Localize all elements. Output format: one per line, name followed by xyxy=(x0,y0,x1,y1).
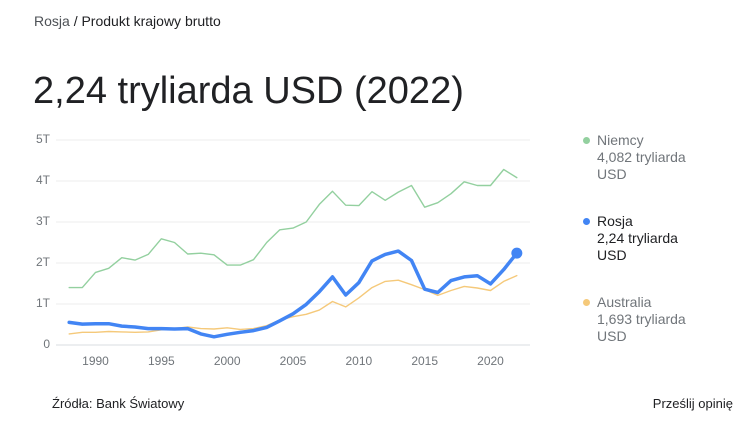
x-tick-label: 2010 xyxy=(345,354,372,368)
y-tick-label: 2T xyxy=(36,255,51,269)
y-tick-label: 3T xyxy=(36,214,51,228)
legend-name: Niemcy xyxy=(597,132,644,148)
chart-title: 2,24 tryliarda USD (2022) xyxy=(33,70,464,112)
endpoint-marker xyxy=(511,247,523,259)
x-tick-label: 2000 xyxy=(214,354,241,368)
x-tick-label: 2015 xyxy=(411,354,438,368)
y-tick-label: 1T xyxy=(36,296,51,310)
y-tick-label: 5T xyxy=(36,132,51,146)
feedback-link[interactable]: Prześlij opinię xyxy=(652,396,733,411)
legend-value: 4,082 tryliarda USD xyxy=(597,149,686,182)
x-tick-label: 2005 xyxy=(280,354,307,368)
legend-item[interactable]: Rosja 2,24 tryliarda USD xyxy=(583,213,713,294)
legend-swatch xyxy=(583,137,590,144)
legend-value: 2,24 tryliarda USD xyxy=(597,230,678,263)
x-tick-label: 1990 xyxy=(82,354,109,368)
legend-value: 1,693 tryliarda USD xyxy=(597,311,686,344)
legend-name: Rosja xyxy=(597,213,633,229)
y-tick-label: 0 xyxy=(43,337,50,351)
series-line xyxy=(68,168,518,289)
x-tick-label: 2020 xyxy=(477,354,504,368)
source: Źródła: Bank Światowy xyxy=(52,396,185,411)
breadcrumb-topic: Produkt krajowy brutto xyxy=(81,13,221,29)
legend-swatch xyxy=(583,218,590,225)
breadcrumb-separator: / xyxy=(73,13,78,29)
y-tick-label: 4T xyxy=(36,173,51,187)
legend-item[interactable]: Australia 1,693 tryliarda USD xyxy=(583,294,713,375)
x-tick-label: 1995 xyxy=(148,354,175,368)
series-line xyxy=(67,249,519,339)
legend: Niemcy 4,082 tryliarda USD Rosja 2,24 tryli… xyxy=(583,132,713,375)
legend-item[interactable]: Niemcy 4,082 tryliarda USD xyxy=(583,132,713,213)
breadcrumb: Rosja / Produkt krajowy brutto xyxy=(34,13,221,29)
legend-swatch xyxy=(583,299,590,306)
breadcrumb-country[interactable]: Rosja xyxy=(34,13,70,29)
series-line xyxy=(68,274,518,335)
legend-name: Australia xyxy=(597,294,652,310)
